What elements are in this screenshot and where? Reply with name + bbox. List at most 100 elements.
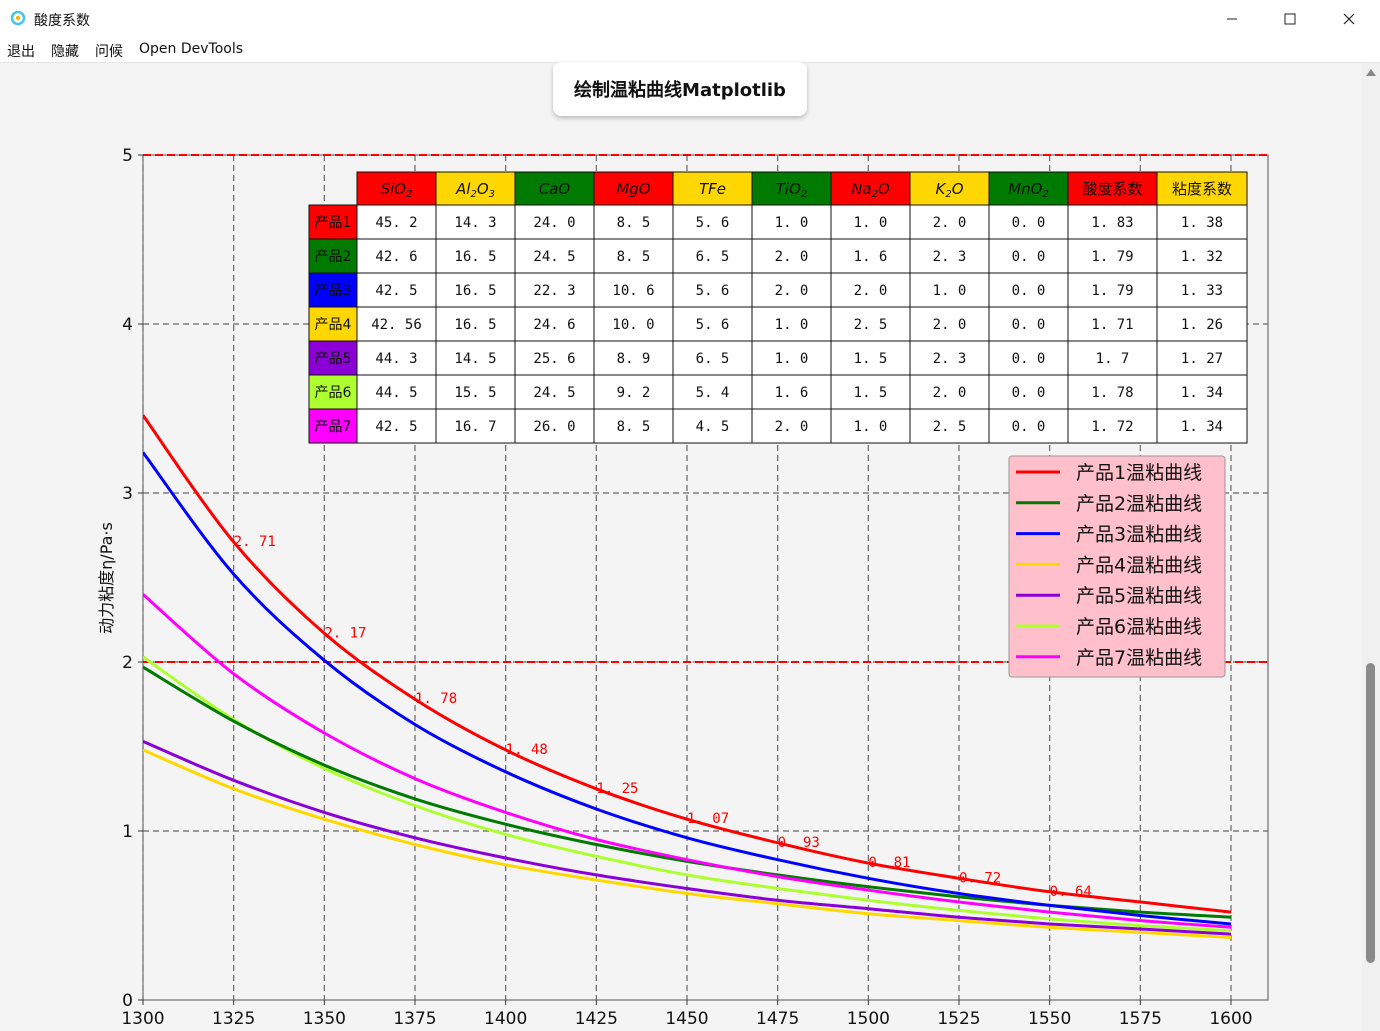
table-cell-value: 24. 5 <box>533 385 575 401</box>
table-cell-value: 42. 5 <box>375 419 417 435</box>
data-label: 1. 07 <box>687 811 729 827</box>
table-cell-value: 5. 6 <box>696 317 730 333</box>
minimize-icon <box>1227 18 1237 20</box>
table-cell-value: 44. 3 <box>375 351 417 367</box>
table-header-part: K <box>935 180 946 198</box>
table-cell-value: 6. 5 <box>696 351 730 367</box>
y-tick-label: 0 <box>122 991 133 1011</box>
table-cell-value: 1. 26 <box>1181 317 1223 333</box>
vertical-scrollbar[interactable] <box>1362 63 1380 1031</box>
menu-item-hide[interactable]: 隐藏 <box>51 44 79 60</box>
table-header-cell <box>514 171 595 206</box>
menu-item-greet[interactable]: 问候 <box>95 44 123 60</box>
table-cell-value: 16. 5 <box>454 249 496 265</box>
table-cell-value: 24. 0 <box>533 215 575 231</box>
table-cell <box>514 272 595 308</box>
table-cell-value: 22. 3 <box>533 283 575 299</box>
table-header-part: 2 <box>470 189 476 200</box>
table-header-part: O <box>477 180 489 198</box>
table-cell <box>1067 306 1158 342</box>
data-label: 1. 25 <box>596 781 638 797</box>
table-header-part: 酸度系数 <box>1082 180 1142 198</box>
table-cell-value: 1. 33 <box>1181 283 1223 299</box>
table-header-label: MnO2 <box>1008 180 1049 200</box>
table-cell-value: 44. 5 <box>375 385 417 401</box>
minimize-button[interactable] <box>1203 0 1261 38</box>
table-cell-value: 1. 0 <box>933 283 967 299</box>
table-cell <box>1067 238 1158 274</box>
scroll-up-arrow-icon[interactable] <box>1366 69 1376 76</box>
table-header-cell <box>1067 171 1158 206</box>
table-cell <box>909 374 990 410</box>
data-label: 1. 78 <box>415 691 457 707</box>
table-cell-value: 16. 5 <box>454 317 496 333</box>
table-header-label: Na2O <box>851 180 890 200</box>
table-header-label: CaO <box>539 180 571 198</box>
table-cell-value: 8. 5 <box>617 215 651 231</box>
maximize-button[interactable] <box>1261 0 1319 38</box>
table-cell <box>1067 204 1158 240</box>
table-cell-value: 2. 0 <box>854 283 888 299</box>
scroll-thumb[interactable] <box>1366 663 1375 963</box>
table-cell <box>830 306 911 342</box>
plot-viscosity-button[interactable]: 绘制温粘曲线Matplotlib <box>553 62 807 116</box>
table-header-cell <box>909 171 990 206</box>
x-tick-label: 1300 <box>121 1009 164 1029</box>
legend-label: 产品2温粘曲线 <box>1076 493 1202 515</box>
table-row-label-cell <box>308 272 358 308</box>
y-tick-label: 2 <box>122 653 133 673</box>
series-line-4 <box>143 748 1232 939</box>
table-row-label-cell <box>308 306 358 342</box>
x-tick-label: 1325 <box>212 1009 255 1029</box>
table-cell <box>988 204 1069 240</box>
title-bar: 酸度系数 <box>0 0 1380 38</box>
data-label: 1. 48 <box>506 742 548 758</box>
table-row-label-cell <box>308 374 358 410</box>
table-cell-value: 1. 79 <box>1091 249 1133 265</box>
close-button[interactable] <box>1320 0 1378 38</box>
table-header-part: CaO <box>539 180 571 198</box>
x-tick-label: 1375 <box>393 1009 436 1029</box>
table-cell-value: 2. 0 <box>775 419 809 435</box>
table-cell-value: 42. 6 <box>375 249 417 265</box>
table-cell <box>1156 374 1248 410</box>
y-tick-label: 3 <box>122 484 133 504</box>
table-header-cell <box>672 171 753 206</box>
table-cell-value: 2. 5 <box>854 317 888 333</box>
series-line-3 <box>143 451 1232 926</box>
menu-item-quit[interactable]: 退出 <box>7 44 35 60</box>
table-cell-value: 42. 5 <box>375 283 417 299</box>
table-cell-value: 1. 6 <box>775 385 809 401</box>
table-row-label: 产品2 <box>315 249 352 265</box>
table-cell-value: 4. 5 <box>696 419 730 435</box>
table-cell <box>988 408 1069 444</box>
table-cell <box>1156 408 1248 444</box>
menu-item-devtools[interactable]: Open DevTools <box>139 41 244 57</box>
x-tick-label: 1350 <box>303 1009 346 1029</box>
table-cell <box>672 374 753 410</box>
table-cell <box>672 408 753 444</box>
table-cell <box>988 272 1069 308</box>
table-header-part: Na <box>851 180 871 198</box>
series-line-7 <box>143 593 1232 929</box>
table-cell-value: 1. 0 <box>854 215 888 231</box>
table-cell-value: 26. 0 <box>533 419 575 435</box>
table-cell-value: 1. 6 <box>854 249 888 265</box>
table-cell-value: 1. 0 <box>775 317 809 333</box>
table-cell <box>909 204 990 240</box>
table-cell <box>751 374 832 410</box>
table-cell <box>830 340 911 376</box>
table-cell-value: 1. 7 <box>1096 351 1130 367</box>
table-cell-value: 2. 0 <box>775 249 809 265</box>
table-header-part: 2 <box>406 189 412 200</box>
table-header-label: MgO <box>616 180 650 198</box>
table-cell <box>356 238 437 274</box>
table-cell-value: 16. 5 <box>454 283 496 299</box>
table-cell <box>672 238 753 274</box>
table-cell <box>356 272 437 308</box>
table-cell <box>435 374 516 410</box>
table-cell-value: 1. 27 <box>1181 351 1223 367</box>
table-header-cell <box>1156 171 1248 206</box>
table-cell-value: 25. 6 <box>533 351 575 367</box>
table-cell-value: 1. 34 <box>1181 419 1223 435</box>
